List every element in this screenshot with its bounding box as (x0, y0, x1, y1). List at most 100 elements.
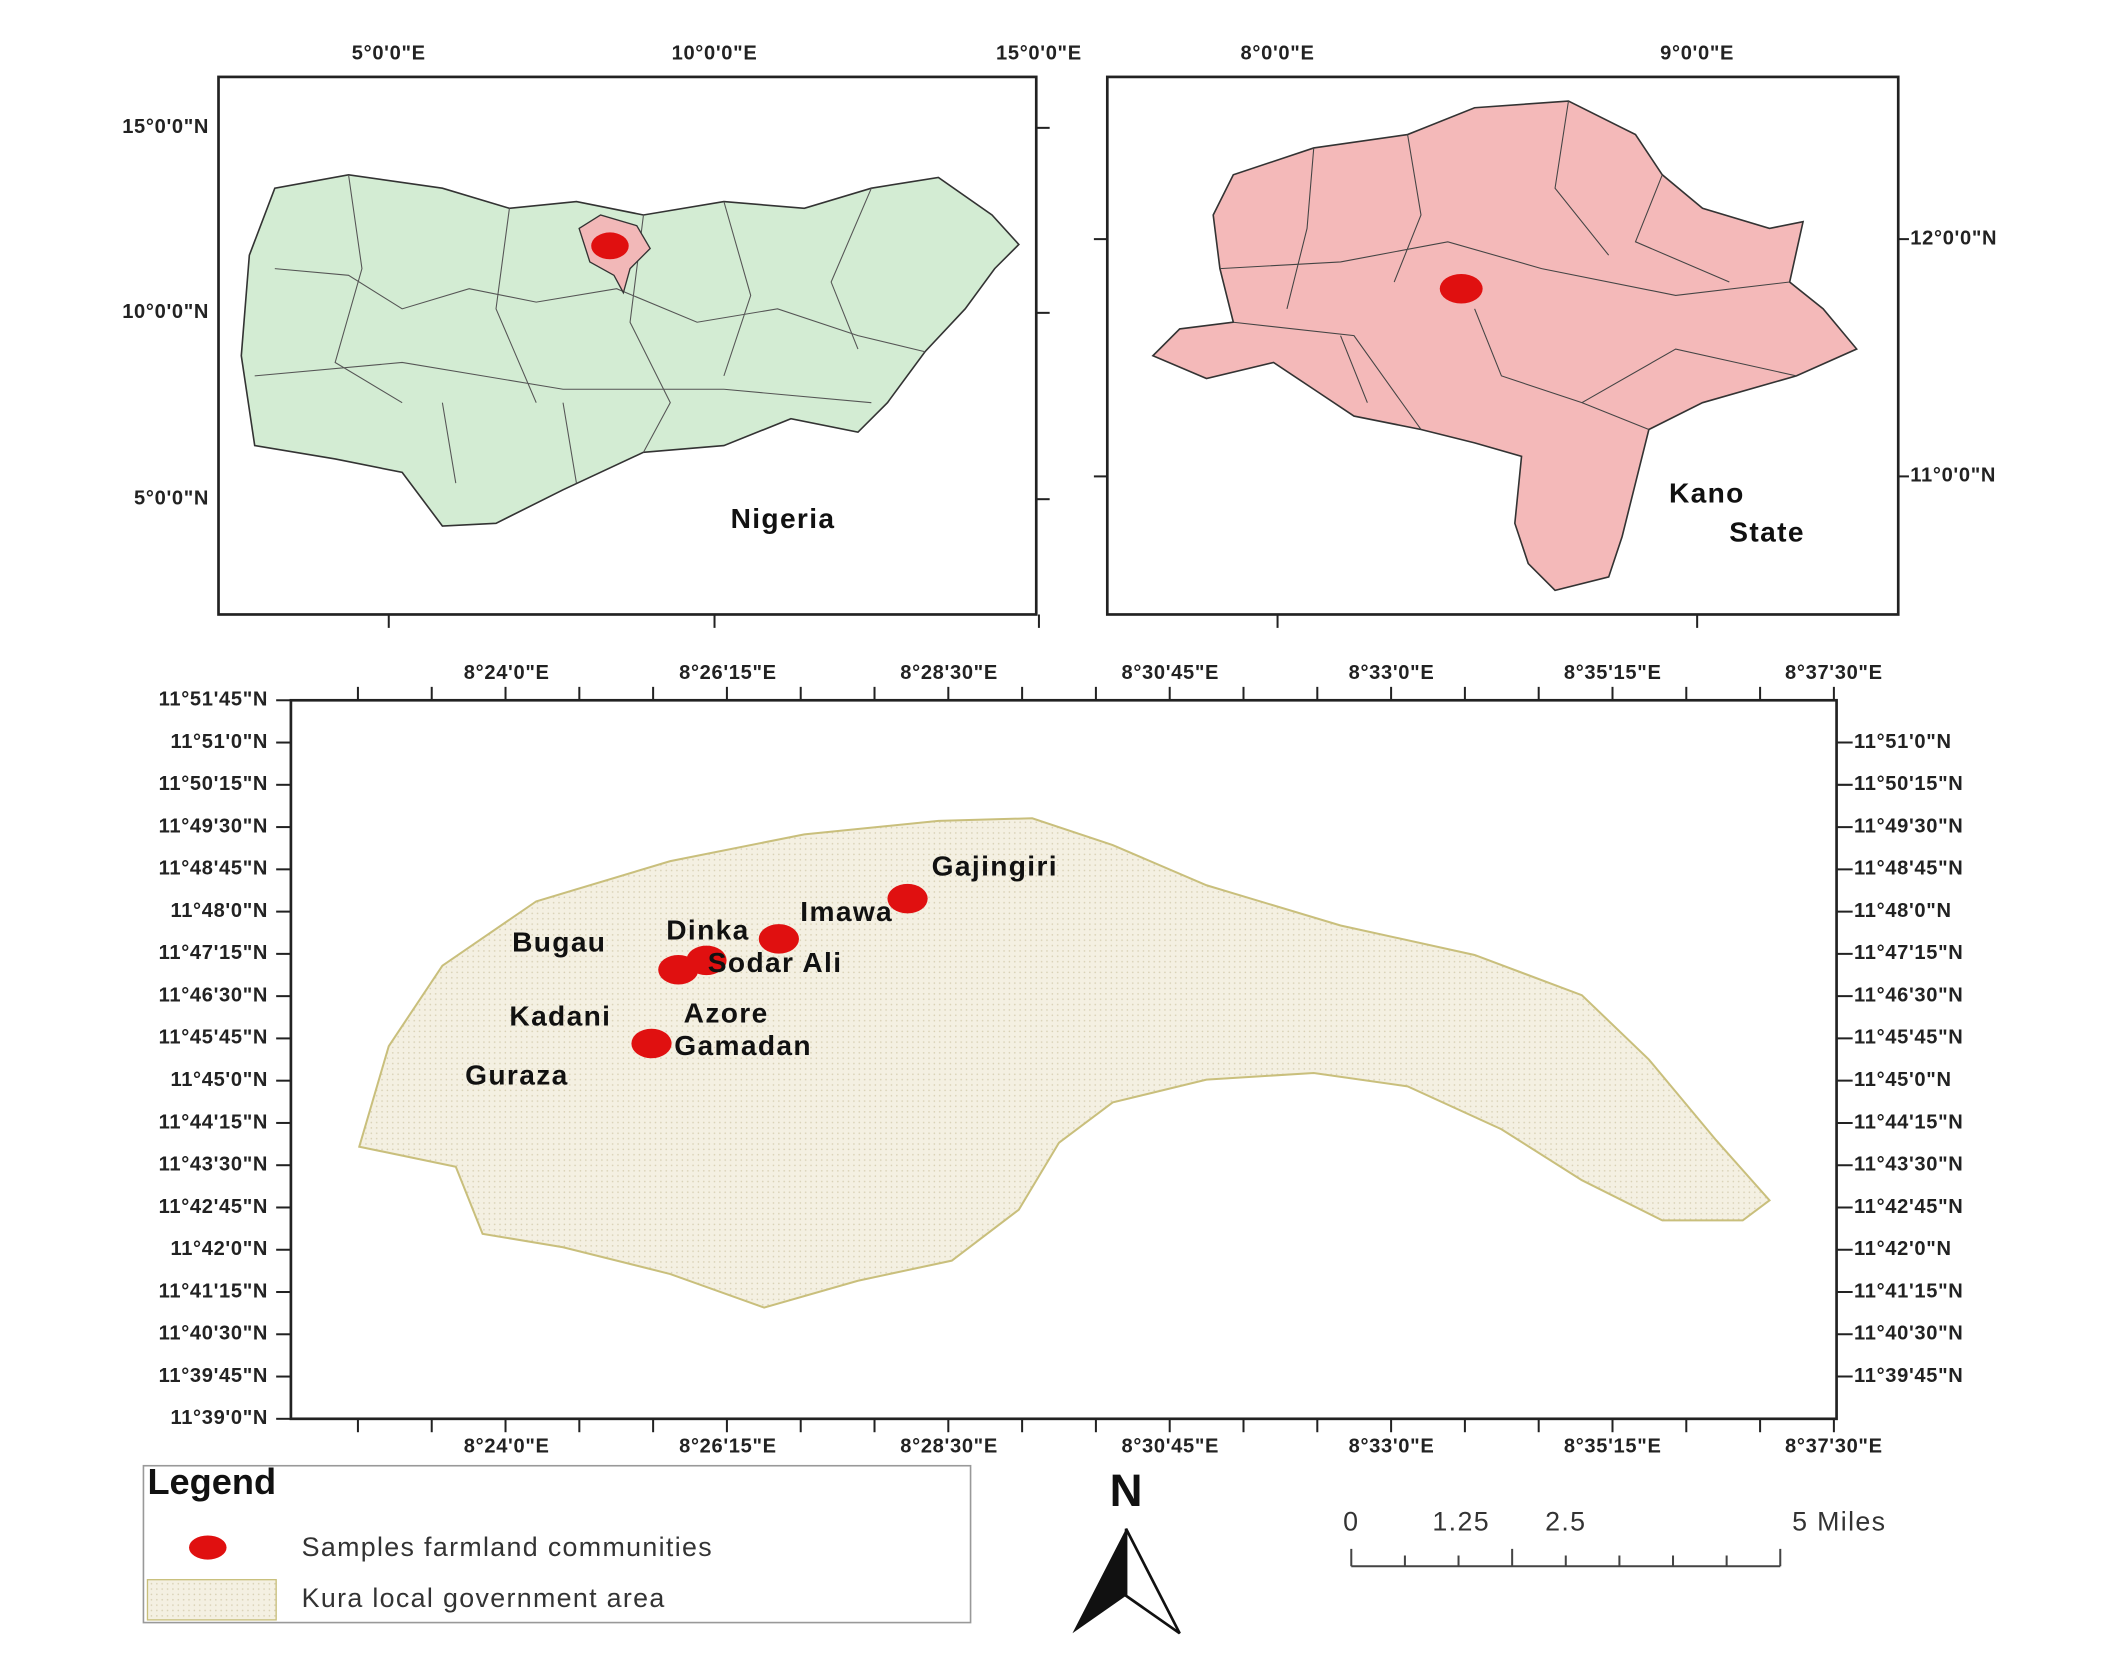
x-tick-label: 8°35'15"E (1564, 1435, 1662, 1457)
community-marker (631, 1028, 672, 1059)
x-tick-label: 8°37'30"E (1785, 1435, 1883, 1457)
community-label: Guraza (465, 1059, 568, 1090)
y-tick-label: 11°39'0"N (170, 1407, 268, 1429)
north-label: N (1110, 1465, 1143, 1516)
x-tick-label: 8°24'0"E (464, 1435, 550, 1457)
y-tick-label: 11°39'45"N (1854, 1365, 1964, 1387)
y-tick-label: 11°48'0"N (1854, 900, 1952, 922)
scale-label: 1.25 (1432, 1506, 1490, 1536)
nigeria-frame (217, 75, 1038, 616)
map-label: Kano (1669, 478, 1745, 509)
y-tick-label: 11°42'45"N (1854, 1196, 1964, 1218)
y-tick-label: 11°45'0"N (1854, 1069, 1952, 1091)
map-label: Nigeria (731, 503, 836, 534)
y-tick-label: 5°0'0"N (134, 488, 209, 510)
legend-title: Legend (147, 1461, 276, 1502)
x-tick-label: 9°0'0"E (1660, 42, 1734, 64)
y-tick-label: 11°46'30"N (159, 984, 269, 1006)
x-tick-label: 8°26'15"E (679, 1435, 777, 1457)
x-tick-label: 8°35'15"E (1564, 662, 1662, 684)
north-arrow (1124, 1528, 1181, 1635)
study-area-marker (1439, 273, 1483, 304)
scale-label: 0 (1343, 1506, 1359, 1536)
y-tick-label: 11°51'0"N (170, 731, 268, 753)
nigeria-internal-borders (274, 268, 926, 353)
x-tick-label: 10°0'0"E (672, 42, 758, 64)
community-label: Kadani (509, 1000, 611, 1031)
y-tick-label: 11°47'15"N (159, 942, 269, 964)
y-tick-label: 11°45'45"N (1854, 1027, 1964, 1049)
y-tick-label: 11°48'45"N (1854, 858, 1964, 880)
y-tick-label: 11°39'45"N (159, 1365, 269, 1387)
community-label: Gamadan (674, 1030, 812, 1061)
community-marker (758, 924, 799, 954)
y-tick-label: 11°49'30"N (159, 815, 269, 837)
community-marker (658, 954, 699, 985)
legend-item: Samples farmland communities (302, 1532, 713, 1562)
y-tick-label: 11°48'0"N (170, 900, 268, 922)
y-tick-label: 11°51'45"N (159, 689, 269, 711)
x-tick-label: 5°0'0"E (352, 42, 426, 64)
y-tick-label: 11°43'30"N (1854, 1154, 1964, 1176)
kano-shape (1151, 100, 1858, 592)
legend-item: Kura local government area (302, 1583, 666, 1613)
y-tick-label: 12°0'0"N (1910, 227, 1997, 249)
x-tick-label: 8°33'0"E (1349, 662, 1435, 684)
community-label: Azore (684, 998, 769, 1029)
community-label: Imawa (800, 896, 893, 927)
scale-label: 5 Miles (1792, 1506, 1886, 1536)
y-tick-label: 11°48'45"N (159, 858, 269, 880)
x-tick-label: 8°30'45"E (1121, 662, 1219, 684)
y-tick-label: 11°42'0"N (1854, 1238, 1952, 1260)
y-tick-label: 11°47'15"N (1854, 942, 1964, 964)
community-marker (887, 883, 928, 914)
nigeria-shape (240, 173, 1020, 527)
y-tick-label: 11°50'15"N (1854, 773, 1964, 795)
main-frame (289, 698, 1838, 1421)
legend-area-symbol (146, 1579, 277, 1621)
y-tick-label: 11°40'30"N (1854, 1323, 1964, 1345)
x-tick-label: 8°33'0"E (1349, 1435, 1435, 1457)
x-tick-label: 8°0'0"E (1241, 42, 1315, 64)
community-label: Gajingiri (932, 850, 1058, 881)
x-tick-label: 8°28'30"E (900, 662, 998, 684)
x-tick-label: 8°30'45"E (1121, 1435, 1219, 1457)
nigeria-internal-borders (254, 174, 872, 484)
y-tick-label: 11°50'15"N (159, 773, 269, 795)
x-tick-label: 8°37'30"E (1785, 662, 1883, 684)
y-tick-label: 11°44'15"N (159, 1111, 269, 1133)
y-tick-label: 11°41'15"N (159, 1280, 269, 1302)
y-tick-label: 10°0'0"N (122, 301, 209, 323)
community-label: Dinka (666, 915, 749, 946)
y-tick-label: 11°51'0"N (1854, 731, 1952, 753)
x-tick-label: 15°0'0"E (996, 42, 1082, 64)
y-tick-label: 11°45'0"N (170, 1069, 268, 1091)
y-tick-label: 11°40'30"N (159, 1323, 269, 1345)
y-tick-label: 11°0'0"N (1910, 465, 1996, 487)
x-tick-label: 8°24'0"E (464, 662, 550, 684)
y-tick-label: 11°46'30"N (1854, 984, 1964, 1006)
legend-box (142, 1464, 972, 1624)
legend-dot-symbol (189, 1535, 227, 1560)
kano-frame (1105, 75, 1900, 616)
y-tick-label: 11°41'15"N (1854, 1280, 1964, 1302)
kano-lga-borders (1219, 100, 1797, 430)
y-tick-label: 11°44'15"N (1854, 1111, 1964, 1133)
study-area-marker (591, 232, 629, 260)
y-tick-label: 11°42'0"N (170, 1238, 268, 1260)
y-tick-label: 15°0'0"N (122, 116, 209, 138)
community-label: Sodar Ali (708, 947, 843, 978)
community-label: Bugau (512, 927, 606, 958)
x-tick-label: 8°26'15"E (679, 662, 777, 684)
x-tick-label: 8°28'30"E (900, 1435, 998, 1457)
map-label: State (1729, 516, 1805, 547)
kura-area (357, 817, 1772, 1309)
north-arrow (1072, 1528, 1127, 1634)
y-tick-label: 11°45'45"N (159, 1027, 269, 1049)
y-tick-label: 11°42'45"N (159, 1196, 269, 1218)
scale-label: 2.5 (1545, 1506, 1586, 1536)
y-tick-label: 11°43'30"N (159, 1154, 269, 1176)
scale-bar (1350, 1548, 1782, 1568)
